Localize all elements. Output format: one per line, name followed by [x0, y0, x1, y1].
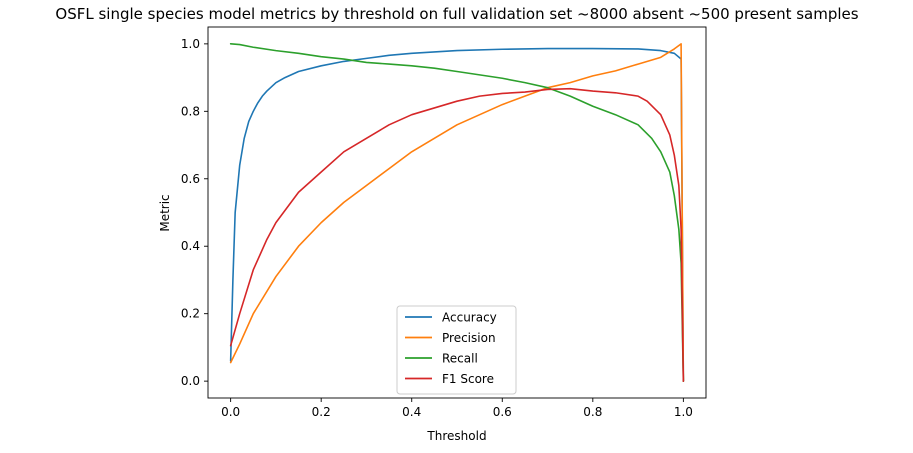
- x-axis: 0.0 0.2 0.4 0.6 0.8 1.0: [221, 398, 693, 419]
- y-axis-label: Metric: [158, 194, 172, 231]
- x-tick-label: 1.0: [674, 405, 693, 419]
- series-line-f1-score: [229, 87, 685, 382]
- x-tick-label: 0.2: [312, 405, 331, 419]
- legend-label-accuracy: Accuracy: [442, 311, 497, 325]
- legend: Accuracy Precision Recall F1 Score: [396, 305, 517, 395]
- x-tick-label: 0.8: [583, 405, 602, 419]
- y-tick-label: 0.0: [181, 374, 200, 388]
- y-tick-label: 0.4: [181, 239, 200, 253]
- y-axis: 0.0 0.2 0.4 0.6 0.8 1.0: [181, 37, 208, 388]
- x-tick-label: 0.4: [402, 405, 421, 419]
- y-tick-label: 1.0: [181, 37, 200, 51]
- x-tick-label: 0.0: [221, 405, 240, 419]
- y-tick-label: 0.2: [181, 307, 200, 321]
- legend-label-recall: Recall: [442, 352, 478, 366]
- chart-title: OSFL single species model metrics by thr…: [55, 5, 858, 23]
- legend-box: [396, 305, 517, 395]
- x-axis-label: Threshold: [426, 429, 486, 443]
- legend-label-precision: Precision: [442, 331, 496, 345]
- axes-frame: [207, 26, 707, 399]
- series-line-precision: [229, 43, 685, 382]
- plot-area: [229, 43, 685, 382]
- series-line-recall: [229, 43, 685, 382]
- x-tick-label: 0.6: [493, 405, 512, 419]
- legend-label-f1-score: F1 Score: [442, 372, 494, 386]
- series-line-accuracy: [229, 47, 685, 382]
- y-tick-label: 0.8: [181, 104, 200, 118]
- y-tick-label: 0.6: [181, 172, 200, 186]
